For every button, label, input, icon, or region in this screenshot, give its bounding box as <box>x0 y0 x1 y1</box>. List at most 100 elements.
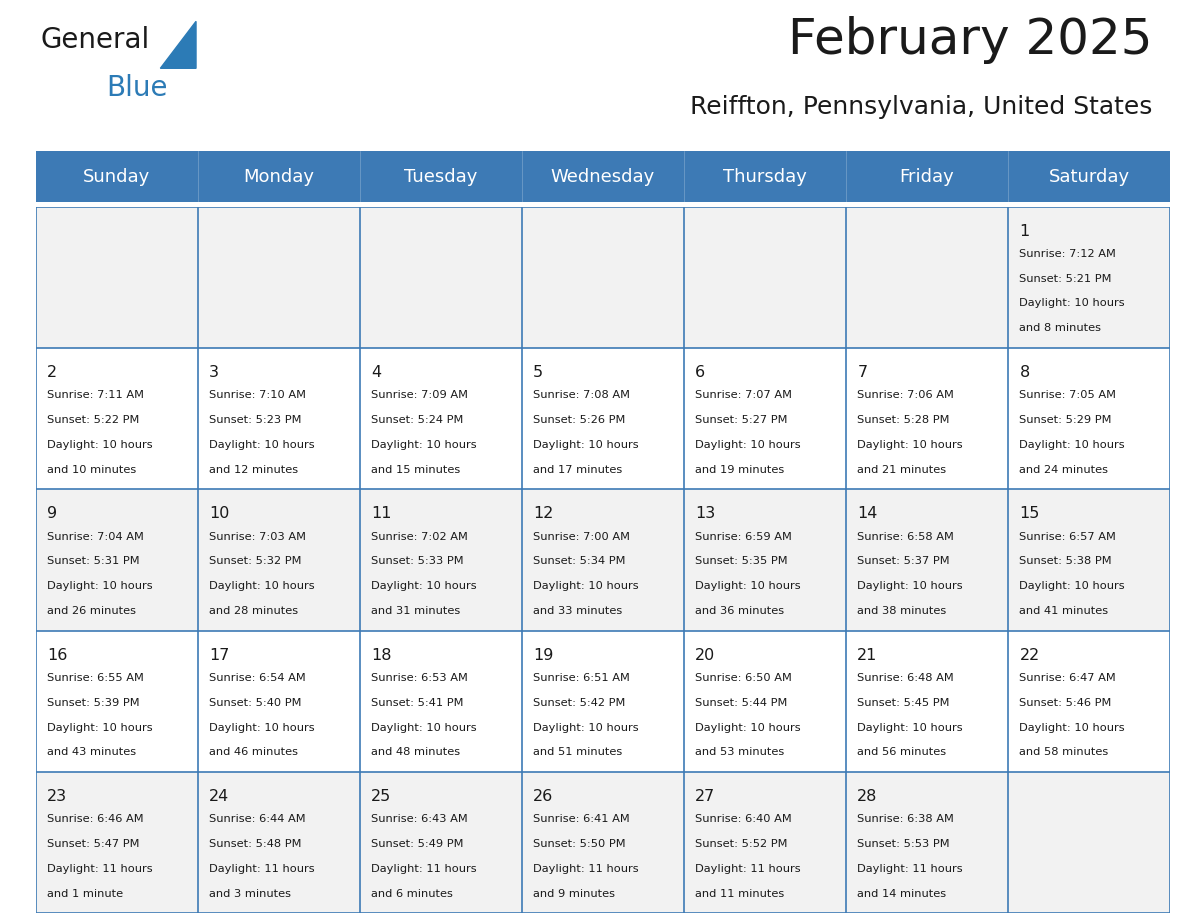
Text: 6: 6 <box>695 364 706 380</box>
Text: Daylight: 10 hours: Daylight: 10 hours <box>858 440 963 450</box>
Bar <box>197 207 360 348</box>
Text: Sunset: 5:46 PM: Sunset: 5:46 PM <box>1019 698 1112 708</box>
Text: Daylight: 10 hours: Daylight: 10 hours <box>533 722 639 733</box>
Bar <box>846 348 1009 489</box>
Text: 15: 15 <box>1019 506 1040 521</box>
Text: Tuesday: Tuesday <box>404 168 478 185</box>
Bar <box>1009 348 1170 489</box>
Text: Sunset: 5:35 PM: Sunset: 5:35 PM <box>695 556 788 566</box>
Text: Sunset: 5:26 PM: Sunset: 5:26 PM <box>533 415 626 425</box>
Text: 2: 2 <box>48 364 57 380</box>
Text: Sunset: 5:24 PM: Sunset: 5:24 PM <box>371 415 463 425</box>
Text: 8: 8 <box>1019 364 1030 380</box>
Text: Daylight: 10 hours: Daylight: 10 hours <box>695 440 801 450</box>
Text: Sunrise: 6:41 AM: Sunrise: 6:41 AM <box>533 814 630 824</box>
Text: Daylight: 10 hours: Daylight: 10 hours <box>209 581 315 591</box>
Text: Sunset: 5:34 PM: Sunset: 5:34 PM <box>533 556 626 566</box>
Text: Daylight: 10 hours: Daylight: 10 hours <box>1019 298 1125 308</box>
Bar <box>684 631 846 772</box>
Text: Daylight: 10 hours: Daylight: 10 hours <box>371 581 476 591</box>
Text: and 56 minutes: and 56 minutes <box>858 747 947 757</box>
Bar <box>846 489 1009 631</box>
Bar <box>684 348 846 489</box>
Bar <box>1009 489 1170 631</box>
Text: and 1 minute: and 1 minute <box>48 889 124 899</box>
Bar <box>360 772 522 913</box>
Text: Sunrise: 7:04 AM: Sunrise: 7:04 AM <box>48 532 144 542</box>
Text: Sunset: 5:28 PM: Sunset: 5:28 PM <box>858 415 950 425</box>
Text: 4: 4 <box>371 364 381 380</box>
Bar <box>684 207 846 348</box>
Text: Sunrise: 7:07 AM: Sunrise: 7:07 AM <box>695 390 792 400</box>
Text: Sunrise: 7:10 AM: Sunrise: 7:10 AM <box>209 390 307 400</box>
Bar <box>197 772 360 913</box>
Text: Sunset: 5:37 PM: Sunset: 5:37 PM <box>858 556 950 566</box>
Polygon shape <box>160 21 196 68</box>
Text: and 28 minutes: and 28 minutes <box>209 606 298 616</box>
Text: and 15 minutes: and 15 minutes <box>371 465 461 475</box>
Text: Saturday: Saturday <box>1049 168 1130 185</box>
Text: Sunset: 5:22 PM: Sunset: 5:22 PM <box>48 415 139 425</box>
Bar <box>360 207 522 348</box>
Text: and 19 minutes: and 19 minutes <box>695 465 784 475</box>
Text: Daylight: 11 hours: Daylight: 11 hours <box>48 864 152 874</box>
Text: Sunrise: 7:06 AM: Sunrise: 7:06 AM <box>858 390 954 400</box>
Text: February 2025: February 2025 <box>788 16 1152 64</box>
Text: 13: 13 <box>695 506 715 521</box>
Text: Daylight: 10 hours: Daylight: 10 hours <box>695 722 801 733</box>
Text: Daylight: 10 hours: Daylight: 10 hours <box>48 581 152 591</box>
Text: Sunrise: 6:53 AM: Sunrise: 6:53 AM <box>371 673 468 683</box>
Text: Sunrise: 6:55 AM: Sunrise: 6:55 AM <box>48 673 144 683</box>
Text: Daylight: 10 hours: Daylight: 10 hours <box>371 722 476 733</box>
Text: Sunrise: 6:40 AM: Sunrise: 6:40 AM <box>695 814 792 824</box>
Text: Daylight: 11 hours: Daylight: 11 hours <box>371 864 476 874</box>
Text: 7: 7 <box>858 364 867 380</box>
Bar <box>1009 772 1170 913</box>
Bar <box>1009 631 1170 772</box>
Text: and 3 minutes: and 3 minutes <box>209 889 291 899</box>
Text: Sunset: 5:42 PM: Sunset: 5:42 PM <box>533 698 626 708</box>
Text: and 46 minutes: and 46 minutes <box>209 747 298 757</box>
Text: 16: 16 <box>48 647 68 663</box>
Text: 27: 27 <box>695 789 715 804</box>
Text: and 8 minutes: and 8 minutes <box>1019 323 1101 333</box>
Text: Sunset: 5:53 PM: Sunset: 5:53 PM <box>858 839 950 849</box>
Text: Thursday: Thursday <box>723 168 807 185</box>
Bar <box>522 348 684 489</box>
Text: Sunset: 5:44 PM: Sunset: 5:44 PM <box>695 698 788 708</box>
Text: Sunset: 5:29 PM: Sunset: 5:29 PM <box>1019 415 1112 425</box>
Text: 26: 26 <box>533 789 554 804</box>
Text: Sunrise: 6:54 AM: Sunrise: 6:54 AM <box>209 673 305 683</box>
Bar <box>36 207 197 348</box>
Text: 28: 28 <box>858 789 878 804</box>
Bar <box>36 489 197 631</box>
Bar <box>197 489 360 631</box>
Text: Sunset: 5:39 PM: Sunset: 5:39 PM <box>48 698 140 708</box>
Text: 3: 3 <box>209 364 219 380</box>
Bar <box>36 348 197 489</box>
Text: 25: 25 <box>371 789 391 804</box>
Text: Sunset: 5:45 PM: Sunset: 5:45 PM <box>858 698 950 708</box>
Text: 5: 5 <box>533 364 543 380</box>
Text: Sunrise: 6:57 AM: Sunrise: 6:57 AM <box>1019 532 1117 542</box>
Text: and 17 minutes: and 17 minutes <box>533 465 623 475</box>
Text: Daylight: 10 hours: Daylight: 10 hours <box>858 581 963 591</box>
Text: Daylight: 11 hours: Daylight: 11 hours <box>209 864 315 874</box>
Text: Daylight: 10 hours: Daylight: 10 hours <box>858 722 963 733</box>
Text: 18: 18 <box>371 647 392 663</box>
Text: 17: 17 <box>209 647 229 663</box>
Text: Sunset: 5:32 PM: Sunset: 5:32 PM <box>209 556 302 566</box>
Bar <box>360 631 522 772</box>
Text: 24: 24 <box>209 789 229 804</box>
Text: and 6 minutes: and 6 minutes <box>371 889 453 899</box>
Text: 19: 19 <box>533 647 554 663</box>
Text: General: General <box>40 26 150 54</box>
Text: Sunset: 5:33 PM: Sunset: 5:33 PM <box>371 556 463 566</box>
Text: Sunset: 5:47 PM: Sunset: 5:47 PM <box>48 839 139 849</box>
Text: Sunrise: 6:48 AM: Sunrise: 6:48 AM <box>858 673 954 683</box>
Text: and 41 minutes: and 41 minutes <box>1019 606 1108 616</box>
Text: 9: 9 <box>48 506 57 521</box>
Text: and 31 minutes: and 31 minutes <box>371 606 461 616</box>
Text: Daylight: 10 hours: Daylight: 10 hours <box>209 440 315 450</box>
Text: and 26 minutes: and 26 minutes <box>48 606 135 616</box>
